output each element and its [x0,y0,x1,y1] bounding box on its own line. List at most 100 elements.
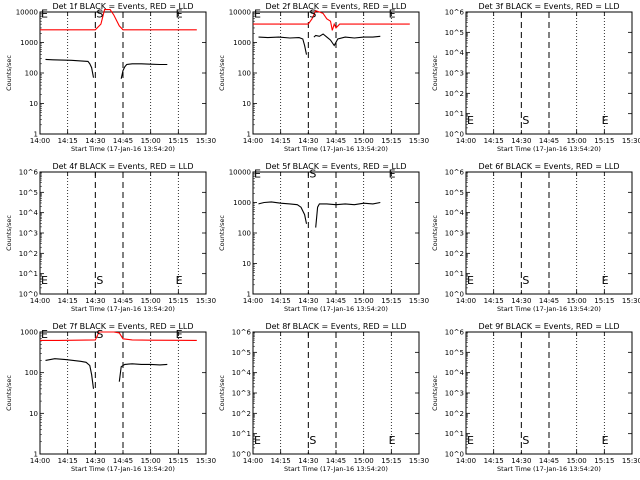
y-tick-label: 1000 [20,329,38,337]
event-marker: E [41,274,48,287]
x-tick-label: 15:00 [141,457,161,465]
x-tick-label: 14:30 [511,137,531,145]
y-tick-label: 100 [238,230,251,238]
x-tick-label: 14:15 [484,137,504,145]
x-tick-label: 15:15 [381,297,401,305]
y-tick-label: 10^4 [232,369,252,377]
x-axis-label-prefix: Start Time [284,145,318,153]
y-tick-label: 10^4 [445,49,465,57]
y-tick-label: 1000 [20,39,38,47]
x-tick-label: 15:00 [354,137,374,145]
x-tick-label: 15:00 [567,137,587,145]
y-tick-label: 1000 [233,199,251,207]
y-tick-label: 10^1 [445,110,464,118]
x-tick-label: 14:00 [456,137,476,145]
panel-det1: Det 1f BLACK = Events, RED = LLD 1 10 100 10… [5,2,216,153]
x-axis-label-time: (17-Jan-16 13:54:20) [533,145,601,153]
panel-title: Det 9f BLACK = Events, RED = LLD [478,322,619,331]
y-tick-label: 10^5 [232,349,251,357]
x-axis-label: Start Time (17-Jan-16 13:54:20) [71,465,175,473]
event-marker: E [467,114,474,127]
event-marker: E [254,7,261,20]
x-tick-label: 15:00 [567,297,587,305]
event-marker: E [602,434,609,447]
y-tick-label: 10^2 [445,410,464,418]
y-tick-label: 1000 [233,39,251,47]
y-axis-label: Counts/sec [431,55,439,91]
x-tick-label: 15:30 [409,137,429,145]
x-tick-label: 15:15 [381,457,401,465]
x-axis-label-time: (17-Jan-16 13:54:20) [533,465,601,473]
x-tick-label: 14:15 [484,457,504,465]
x-axis-label-prefix: Start Time [71,305,105,313]
y-tick-label: 10^5 [19,189,38,197]
x-tick-label: 14:45 [113,457,133,465]
y-tick-label: 10000 [229,169,251,177]
x-axis-label-time: (17-Jan-16 13:54:20) [320,145,388,153]
x-axis-label: Start Time (17-Jan-16 13:54:20) [284,465,388,473]
x-tick-label: 14:15 [271,457,291,465]
x-tick-label: 15:15 [594,457,614,465]
event-marker: E [176,274,183,287]
y-tick-label: 10^4 [445,209,465,217]
y-tick-label: 1 [34,131,38,139]
x-axis-label-prefix: Start Time [497,465,531,473]
x-tick-label: 15:00 [141,297,161,305]
x-tick-label: 14:45 [326,457,346,465]
event-marker: E [602,274,609,287]
x-axis-label-prefix: Start Time [497,145,531,153]
y-tick-label: 10^3 [445,390,464,398]
y-tick-label: 10000 [229,9,251,17]
y-tick-label: 1 [247,131,251,139]
panel-title: Det 5f BLACK = Events, RED = LLD [265,162,406,171]
x-axis-label-prefix: Start Time [71,465,105,473]
x-tick-label: 14:00 [456,457,476,465]
event-marker: S [96,328,103,341]
x-tick-label: 15:15 [381,137,401,145]
x-axis-label-prefix: Start Time [71,145,105,153]
event-marker: E [467,434,474,447]
event-marker: S [522,274,529,287]
panel-title: Det 7f BLACK = Events, RED = LLD [52,322,193,331]
event-marker: E [389,7,396,20]
y-tick-label: 10^6 [232,329,252,337]
x-tick-label: 14:45 [539,297,559,305]
x-tick-label: 15:30 [622,137,640,145]
y-axis-label: Counts/sec [5,215,13,251]
series-events [315,201,381,228]
series-lld [40,331,197,341]
y-tick-label: 10000 [16,9,38,17]
event-marker: E [389,434,396,447]
y-tick-label: 10^2 [445,250,464,258]
y-tick-label: 10^6 [445,169,465,177]
panel-det5: Det 5f BLACK = Events, RED = LLD 1 10 100 10… [218,162,429,313]
series-events [313,33,381,47]
panel-title: Det 4f BLACK = Events, RED = LLD [52,162,193,171]
y-tick-label: 10^5 [445,349,464,357]
y-tick-label: 10^0 [232,451,251,459]
event-marker: E [41,7,48,20]
series-events [45,358,95,389]
y-tick-label: 10^3 [19,230,38,238]
x-axis-label: Start Time (17-Jan-16 13:54:20) [497,305,601,313]
x-tick-label: 14:00 [30,297,50,305]
y-tick-label: 10^6 [445,9,465,17]
x-axis-label-time: (17-Jan-16 13:54:20) [320,305,388,313]
y-tick-label: 10^2 [19,250,38,258]
y-tick-label: 10^1 [445,270,464,278]
y-axis-label: Counts/sec [5,375,13,411]
y-axis-label: Counts/sec [431,375,439,411]
x-tick-label: 14:00 [243,457,263,465]
event-marker: E [254,434,261,447]
x-tick-label: 15:00 [354,297,374,305]
x-tick-label: 14:45 [113,137,133,145]
y-tick-label: 10^5 [445,189,464,197]
y-tick-label: 100 [238,70,251,78]
event-marker: E [467,274,474,287]
x-tick-label: 14:30 [298,137,318,145]
x-tick-label: 14:15 [271,137,291,145]
x-tick-label: 14:45 [326,297,346,305]
y-tick-label: 10^0 [19,291,38,299]
x-axis-label-time: (17-Jan-16 13:54:20) [107,305,175,313]
event-marker: S [522,114,529,127]
